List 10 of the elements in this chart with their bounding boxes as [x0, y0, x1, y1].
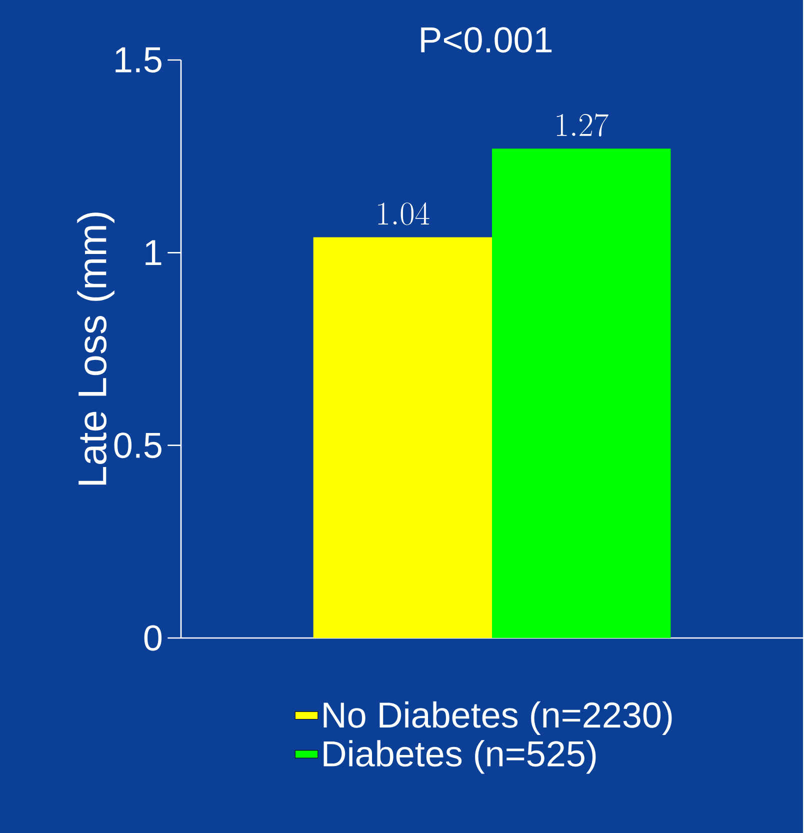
text: P<0.001	[421, 27, 552, 53]
y-axis-title: Late Loss (mm)	[77, 212, 115, 485]
legend-label: Diabetes (n=525)	[324, 740, 596, 774]
data-label: 1 .04	[378, 202, 430, 226]
legend-label: No Diabetes (n=2230)	[324, 701, 672, 735]
y-tick-label: 1	[146, 240, 162, 266]
y-tick-label: 0.5	[114, 432, 162, 458]
y-tick-label: 0	[144, 625, 162, 651]
y-tick-label: 1.5	[116, 47, 162, 73]
data-label: 1 .27	[557, 113, 609, 136]
